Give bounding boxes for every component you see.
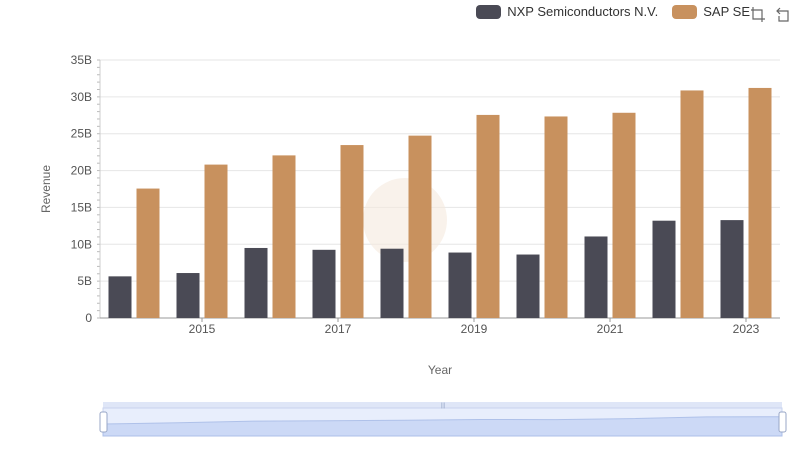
bar-nxp-2016 xyxy=(244,247,268,318)
x-axis-title: Year xyxy=(428,363,452,377)
legend-item-sap[interactable]: SAP SE xyxy=(672,4,750,19)
bar-sap-2018 xyxy=(408,135,432,318)
bar-sap-2023 xyxy=(748,87,772,318)
x-tick-label: 2019 xyxy=(461,322,488,336)
bar-sap-2020 xyxy=(544,116,568,318)
datazoom-move-handle[interactable]: ||| xyxy=(441,403,446,409)
bar-sap-2014 xyxy=(136,188,160,318)
y-tick-label: 25B xyxy=(71,127,92,141)
bar-nxp-2015 xyxy=(176,273,200,318)
watermark-logo xyxy=(363,178,447,262)
bar-nxp-2014 xyxy=(108,276,132,318)
bar-nxp-2018 xyxy=(380,248,404,318)
restore-icon[interactable] xyxy=(776,6,792,22)
datazoom-top-bar xyxy=(103,402,782,408)
bar-nxp-2020 xyxy=(516,254,540,318)
x-tick-label: 2023 xyxy=(733,322,760,336)
bar-sap-2016 xyxy=(272,155,296,318)
legend: NXP Semiconductors N.V. SAP SE xyxy=(476,4,750,19)
bar-nxp-2017 xyxy=(312,249,336,318)
y-tick-label: 5B xyxy=(77,274,92,288)
legend-item-nxp[interactable]: NXP Semiconductors N.V. xyxy=(476,4,658,19)
datazoom-handle-right[interactable] xyxy=(778,411,787,433)
x-tick-label: 2021 xyxy=(597,322,624,336)
bar-nxp-2022 xyxy=(652,220,676,318)
y-tick-label: 15B xyxy=(71,200,92,214)
zoom-icon[interactable] xyxy=(750,6,766,22)
legend-swatch-sap xyxy=(672,4,698,19)
legend-label-sap: SAP SE xyxy=(703,4,750,19)
bar-sap-2015 xyxy=(204,164,228,318)
bar-nxp-2019 xyxy=(448,252,472,318)
bar-sap-2021 xyxy=(612,112,636,319)
legend-label-nxp: NXP Semiconductors N.V. xyxy=(507,4,659,19)
bar-nxp-2021 xyxy=(584,236,608,318)
y-tick-label: 20B xyxy=(71,164,92,178)
y-tick-label: 30B xyxy=(71,90,92,104)
bar-nxp-2023 xyxy=(720,220,744,318)
bar-sap-2017 xyxy=(340,145,364,318)
y-axis-title: Revenue xyxy=(39,165,53,213)
y-tick-label: 10B xyxy=(71,237,92,251)
y-tick-label: 0 xyxy=(85,311,92,325)
x-tick-label: 2017 xyxy=(325,322,352,336)
y-tick-label: 35B xyxy=(71,53,92,67)
toolbox xyxy=(750,6,792,22)
x-tick-label: 2015 xyxy=(189,322,216,336)
datazoom-handle-left[interactable] xyxy=(99,411,108,433)
bar-sap-2022 xyxy=(680,90,704,318)
bar-sap-2019 xyxy=(476,114,500,318)
legend-swatch-nxp xyxy=(476,4,502,19)
